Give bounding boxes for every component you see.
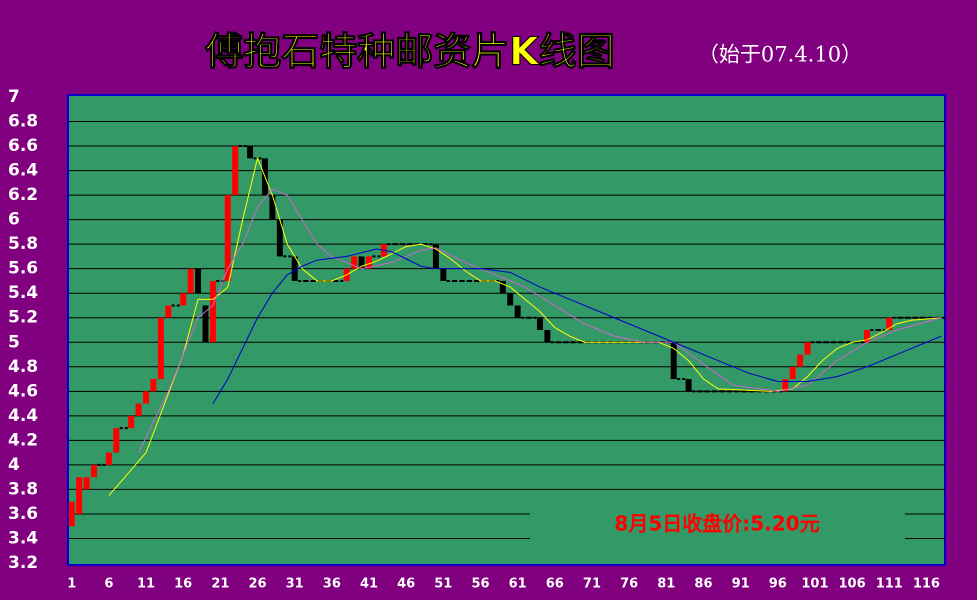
y-tick-label: 4.8 bbox=[8, 357, 38, 377]
annotation-box bbox=[530, 510, 905, 540]
candle bbox=[76, 477, 83, 514]
y-tick-label: 5 bbox=[8, 332, 20, 352]
x-tick-label: 81 bbox=[657, 577, 675, 592]
y-tick-label: 3.6 bbox=[8, 504, 38, 524]
y-tick-label: 4.6 bbox=[8, 381, 38, 401]
x-tick-label: 1 bbox=[67, 577, 76, 592]
y-tick-label: 6.2 bbox=[8, 185, 38, 205]
candle bbox=[105, 452, 112, 465]
candle bbox=[863, 330, 870, 343]
y-tick-label: 4.4 bbox=[8, 406, 38, 426]
candle bbox=[113, 428, 120, 453]
x-tick-label: 116 bbox=[913, 577, 940, 592]
candle bbox=[366, 256, 372, 269]
candle bbox=[499, 280, 506, 294]
candle bbox=[150, 379, 157, 392]
candle bbox=[269, 195, 276, 220]
x-tick-label: 86 bbox=[694, 577, 712, 592]
x-tick-label: 41 bbox=[360, 577, 378, 592]
candle bbox=[432, 244, 439, 269]
x-tick-label: 26 bbox=[248, 577, 266, 592]
y-tick-label: 4 bbox=[8, 455, 20, 475]
x-tick-label: 61 bbox=[509, 577, 527, 592]
candle bbox=[782, 379, 789, 392]
y-tick-label: 6.8 bbox=[8, 112, 38, 132]
candle bbox=[165, 305, 172, 318]
candle bbox=[232, 146, 239, 196]
x-tick-label: 51 bbox=[434, 577, 452, 592]
candle bbox=[209, 280, 216, 343]
x-tick-label: 11 bbox=[137, 577, 155, 592]
chart-subtitle: （始于07.4.10） bbox=[698, 43, 862, 67]
candle bbox=[91, 464, 97, 478]
candle bbox=[276, 219, 283, 257]
x-tick-label: 101 bbox=[801, 577, 828, 592]
candle bbox=[187, 268, 194, 294]
marks bbox=[68, 145, 946, 527]
annotation: 8月5日收盘价:5.20元 bbox=[614, 512, 819, 536]
candle bbox=[195, 268, 202, 294]
candle bbox=[804, 342, 811, 355]
moving-average-line bbox=[138, 188, 942, 453]
y-tick-label: 6 bbox=[8, 210, 20, 230]
candle bbox=[544, 330, 551, 343]
x-tick-label: 106 bbox=[839, 577, 866, 592]
moving-average-line bbox=[212, 248, 942, 404]
y-tick-label: 4.2 bbox=[8, 430, 38, 450]
y-tick-label: 5.8 bbox=[8, 234, 38, 254]
candle bbox=[351, 256, 358, 269]
candle bbox=[180, 293, 187, 306]
x-tick-label: 21 bbox=[211, 577, 229, 592]
y-tick-label: 3.4 bbox=[8, 528, 38, 548]
y-tick-label: 6.6 bbox=[8, 136, 38, 156]
candle bbox=[128, 415, 135, 429]
candle bbox=[685, 379, 692, 392]
candle bbox=[789, 366, 796, 380]
y-tick-label: 5.6 bbox=[8, 259, 38, 279]
moving-average-line bbox=[108, 156, 942, 496]
x-tick-label: 71 bbox=[583, 577, 601, 592]
y-tick-label: 5.2 bbox=[8, 308, 38, 328]
y-tick-label: 7 bbox=[8, 87, 20, 107]
x-tick-label: 16 bbox=[174, 577, 192, 592]
candle bbox=[670, 342, 677, 380]
candle bbox=[797, 354, 804, 367]
candle bbox=[358, 256, 365, 269]
y-tick-label: 5.4 bbox=[8, 283, 38, 303]
x-tick-label: 111 bbox=[876, 577, 903, 592]
candle bbox=[143, 391, 150, 404]
x-tick-label: 31 bbox=[286, 577, 304, 592]
x-tick-label: 46 bbox=[397, 577, 415, 592]
candle bbox=[83, 477, 90, 490]
candle bbox=[886, 317, 893, 330]
y-tick-label: 3.2 bbox=[8, 553, 38, 573]
x-tick-label: 6 bbox=[104, 577, 113, 592]
candle bbox=[536, 317, 543, 330]
x-tick-label: 36 bbox=[323, 577, 341, 592]
chart-title: 傅抱石特种邮资片K线图 bbox=[204, 30, 614, 74]
candle bbox=[507, 293, 514, 306]
plot-area bbox=[67, 94, 946, 566]
candle bbox=[224, 195, 231, 281]
candle bbox=[68, 501, 75, 527]
candle bbox=[514, 305, 521, 318]
x-tick-label: 56 bbox=[471, 577, 489, 592]
x-tick-label: 96 bbox=[769, 577, 787, 592]
candle bbox=[440, 268, 447, 281]
candle bbox=[157, 317, 164, 380]
y-tick-label: 6.4 bbox=[8, 161, 38, 181]
x-tick-label: 76 bbox=[620, 577, 638, 592]
y-tick-label: 3.8 bbox=[8, 479, 38, 499]
candle bbox=[135, 403, 142, 416]
candle bbox=[291, 256, 298, 281]
x-tick-label: 91 bbox=[732, 577, 750, 592]
candle bbox=[247, 146, 254, 159]
x-tick-label: 66 bbox=[546, 577, 564, 592]
candle bbox=[202, 305, 209, 343]
